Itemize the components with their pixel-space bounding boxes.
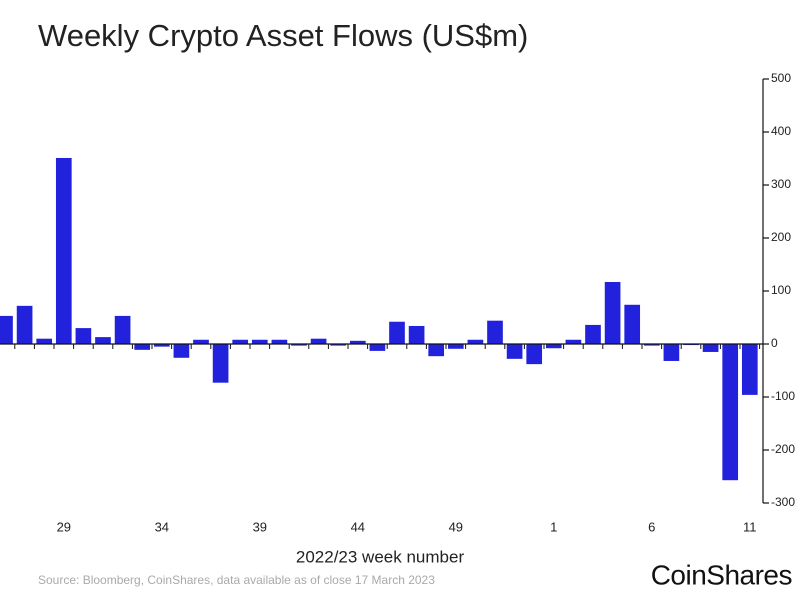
bar bbox=[389, 321, 405, 344]
bar bbox=[487, 320, 503, 344]
bar bbox=[16, 305, 33, 344]
bar bbox=[310, 338, 327, 344]
bar bbox=[212, 344, 229, 383]
bar bbox=[545, 344, 562, 349]
y-tick-label: 100 bbox=[771, 283, 791, 297]
bar bbox=[408, 325, 425, 344]
x-tick-label: 49 bbox=[449, 519, 463, 534]
x-tick-label: 39 bbox=[253, 519, 267, 534]
bar bbox=[75, 328, 92, 344]
logo: CoinShares bbox=[651, 559, 792, 590]
x-tick-label: 11 bbox=[743, 519, 757, 534]
bar bbox=[193, 339, 209, 344]
bar bbox=[330, 344, 347, 346]
x-tick-label: 6 bbox=[648, 519, 655, 534]
y-tick-label: 400 bbox=[771, 124, 791, 138]
bar bbox=[447, 344, 464, 349]
bar bbox=[428, 344, 445, 357]
bar bbox=[702, 344, 719, 352]
bar bbox=[153, 344, 170, 347]
bar bbox=[36, 338, 53, 344]
bar bbox=[643, 344, 660, 346]
bar bbox=[95, 337, 111, 344]
bar bbox=[585, 324, 601, 344]
y-tick-label: 200 bbox=[771, 230, 791, 244]
bar bbox=[663, 344, 680, 361]
source-note: Source: Bloomberg, CoinShares, data avai… bbox=[38, 573, 435, 587]
y-tick-label: -300 bbox=[771, 495, 795, 509]
bar bbox=[251, 339, 268, 344]
bar bbox=[349, 340, 366, 344]
bar bbox=[55, 157, 72, 344]
bar bbox=[722, 344, 739, 481]
bar bbox=[291, 344, 307, 346]
x-tick-label: 29 bbox=[57, 519, 71, 534]
bar bbox=[741, 344, 758, 395]
bar bbox=[565, 339, 582, 344]
y-tick-label: 300 bbox=[771, 177, 791, 191]
x-tick-label: 34 bbox=[155, 519, 169, 534]
x-tick-label: 1 bbox=[550, 519, 557, 534]
bar bbox=[624, 304, 641, 344]
bar bbox=[114, 315, 131, 344]
bar bbox=[506, 344, 523, 359]
bar bbox=[369, 344, 386, 351]
x-axis-title: 2022/23 week number bbox=[296, 547, 465, 566]
bar bbox=[0, 315, 13, 344]
y-tick-label: -200 bbox=[771, 442, 795, 456]
y-tick-label: 0 bbox=[771, 336, 778, 350]
bar bbox=[604, 281, 621, 344]
bar bbox=[271, 339, 288, 344]
bar bbox=[134, 344, 151, 350]
bar bbox=[467, 339, 484, 344]
y-tick-label: 500 bbox=[771, 71, 791, 85]
x-tick-label: 44 bbox=[351, 519, 365, 534]
chart-title: Weekly Crypto Asset Flows (US$m) bbox=[38, 18, 528, 53]
bar bbox=[232, 339, 249, 344]
bar bbox=[173, 344, 190, 358]
bar bbox=[526, 344, 543, 365]
y-tick-label: -100 bbox=[771, 389, 795, 403]
